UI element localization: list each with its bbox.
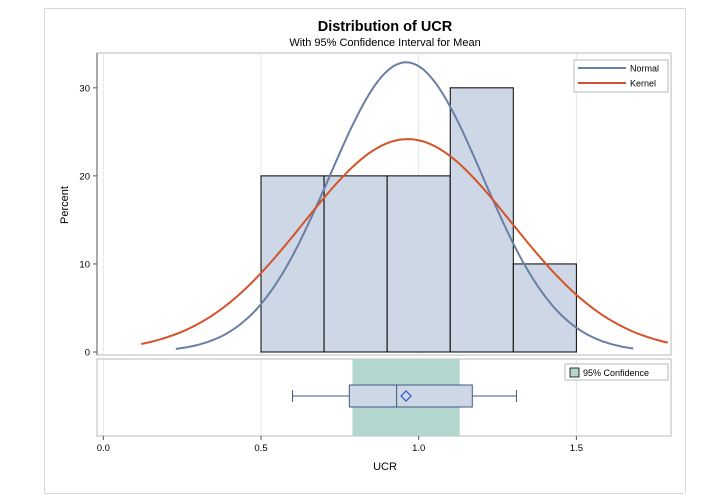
curve-kernel: [140, 138, 669, 345]
ci-legend-swatch: [569, 367, 580, 378]
chart-title: Distribution of UCR: [318, 19, 453, 35]
x-tick-label: 0.5: [254, 443, 267, 454]
boxplot: [292, 384, 517, 408]
y-tick-label: 10: [79, 259, 90, 270]
histogram-bar: [512, 263, 577, 353]
x-axis-label: UCR: [373, 461, 397, 473]
density-curves: [140, 61, 669, 350]
box-mean-marker: [400, 390, 412, 402]
next-panel-edge: [44, 493, 684, 500]
ci-legend: 95% Confidence: [564, 363, 669, 381]
legend: Normal Kernel: [573, 59, 669, 93]
ci-legend-box: [564, 363, 669, 381]
y-tick-label: 0: [85, 348, 90, 359]
x-tick-label: 1.5: [570, 443, 583, 454]
legend-label-kernel: Kernel: [630, 79, 656, 89]
x-tick-label: 1.0: [412, 443, 425, 454]
y-tick-label: 30: [79, 83, 90, 94]
curve-normal: [175, 61, 634, 350]
legend-label-normal: Normal: [630, 64, 659, 74]
legend-box: [573, 59, 669, 93]
ci-legend-label: 95% Confidence: [583, 368, 649, 378]
y-axis-label: Percent: [59, 186, 71, 224]
chart-frame: [44, 8, 686, 493]
y-tick-label: 20: [79, 171, 90, 182]
chart-subtitle: With 95% Confidence Interval for Mean: [289, 37, 480, 49]
histogram-bar: [260, 175, 325, 353]
histogram-bar: [386, 175, 451, 353]
axes: 0 10 20 30 0.0 0.5 1.0 1.5: [79, 53, 583, 454]
histogram-bar: [323, 175, 388, 353]
x-tick-label: 0.0: [97, 443, 110, 454]
